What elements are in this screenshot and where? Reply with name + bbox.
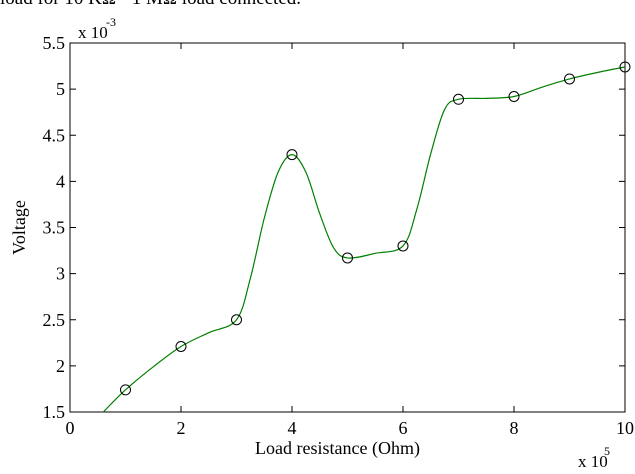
data-point-marker	[342, 252, 353, 264]
data-point-marker	[175, 341, 187, 353]
data-point-marker	[397, 240, 409, 252]
x-axis-label: Load resistance (Ohm)	[255, 438, 420, 459]
x-tick-label: 2	[177, 418, 186, 438]
data-point-marker	[120, 384, 131, 396]
y-tick-label: 4	[56, 171, 65, 191]
x-tick-label: 8	[510, 418, 519, 438]
y-axis-label: Voltage	[9, 200, 29, 255]
x-tick-label: 10	[616, 418, 634, 438]
data-point-marker	[453, 93, 464, 105]
data-point-marker	[619, 61, 631, 73]
x-tick-label: 6	[399, 418, 408, 438]
data-point-marker	[231, 314, 242, 326]
data-point-marker	[508, 91, 520, 103]
plot-area: 0 2 4 6 8 10 1.5 2 2.5 3 3.5 4 4.5 5 5.5 Load resistanc…	[9, 15, 634, 471]
y-tick-label: 2	[56, 356, 65, 376]
y-tick-label: 3.5	[43, 218, 66, 238]
y-multiplier-exponent: -3	[106, 15, 116, 29]
x-multiplier-exponent: 5	[604, 444, 610, 458]
y-tick-label: 5.5	[43, 33, 66, 53]
y-tick-label: 1.5	[43, 402, 66, 422]
x-tick-label: 4	[288, 418, 297, 438]
x-tick-label: 0	[66, 418, 75, 438]
data-point-marker	[564, 73, 575, 85]
curve-series-line	[102, 66, 626, 413]
y-tick-label: 2.5	[43, 310, 66, 330]
y-tick-label: 4.5	[43, 125, 66, 145]
y-tick-label: 5	[56, 79, 65, 99]
axes-box	[69, 42, 626, 413]
x-multiplier-label: x 10	[578, 452, 608, 471]
data-point-marker	[286, 149, 298, 161]
caption-fragment: load for 10 KΩ - 1 MΩ load connected.	[0, 0, 635, 16]
y-multiplier-label: x 10	[78, 23, 108, 42]
y-tick-label: 3	[56, 264, 65, 284]
